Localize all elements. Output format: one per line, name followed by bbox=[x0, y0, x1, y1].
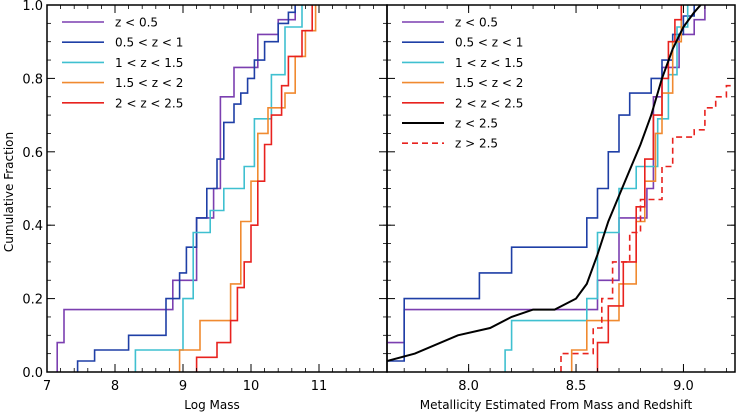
right-legend-label: 0.5 < z < 1 bbox=[455, 36, 523, 50]
left-x-tick-label: 10 bbox=[243, 379, 260, 394]
right-legend: z < 0.5 0.5 < z < 1 1 < z < 1.5 1.5 < z < 2… bbox=[402, 16, 523, 151]
right-legend-label: 1 < z < 1.5 bbox=[455, 56, 523, 70]
left-y-tick-label: 0.6 bbox=[22, 146, 43, 161]
right-series-line-1 bbox=[387, 5, 696, 362]
left-y-tick-label: 0.4 bbox=[22, 219, 43, 234]
right-series-line-5 bbox=[387, 5, 702, 362]
right-series-line-6 bbox=[560, 84, 735, 372]
left-x-tick-label: 9 bbox=[179, 379, 187, 394]
right-legend-label: z < 0.5 bbox=[455, 16, 498, 30]
right-x-tick-label: 9.0 bbox=[673, 379, 694, 394]
right-series-line-2 bbox=[504, 5, 689, 372]
left-series-line-4 bbox=[195, 5, 314, 372]
right-series-group bbox=[387, 5, 735, 372]
right-legend-label: 1.5 < z < 2 bbox=[455, 76, 523, 90]
right-plot-frame bbox=[386, 4, 736, 373]
left-legend-label: 1.5 < z < 2 bbox=[115, 76, 183, 90]
left-x-tick-label: 8 bbox=[111, 379, 119, 394]
left-series-line-2 bbox=[134, 5, 303, 372]
right-panel: 8.0 8.5 9.0 z < 0.5 0.5 < z < 1 1 < z < 1.5 1.… bbox=[386, 4, 736, 394]
left-series-line-3 bbox=[178, 5, 317, 372]
right-legend-label: z < 2.5 bbox=[455, 117, 498, 131]
left-legend: z < 0.5 0.5 < z < 1 1 < z < 1.5 1.5 < z < 2… bbox=[62, 16, 183, 110]
left-y-tick-label: 0.8 bbox=[22, 72, 43, 87]
right-legend-label: 2 < z < 2.5 bbox=[455, 96, 523, 110]
left-x-tick-label: 11 bbox=[311, 379, 328, 394]
left-legend-label: 1 < z < 1.5 bbox=[115, 56, 183, 70]
right-x-tick-label: 8.5 bbox=[566, 379, 587, 394]
left-legend-label: z < 0.5 bbox=[115, 16, 158, 30]
left-x-axis-title: Log Mass bbox=[184, 398, 239, 412]
left-x-tick-label: 7 bbox=[43, 379, 51, 394]
left-legend-label: 2 < z < 2.5 bbox=[115, 96, 183, 110]
left-y-tick-label: 0.0 bbox=[22, 366, 43, 381]
right-x-tick-label: 8.0 bbox=[458, 379, 479, 394]
right-legend-label: z > 2.5 bbox=[455, 137, 498, 151]
left-panel: 7 8 9 10 11 0.0 0.2 0.4 0.6 0.8 1.0 z < 0.5 0.5 < z … bbox=[22, 0, 388, 394]
left-series-line-1 bbox=[76, 5, 297, 372]
left-legend-label: 0.5 < z < 1 bbox=[115, 36, 183, 50]
left-y-tick-label: 1.0 bbox=[22, 0, 43, 14]
right-series-line-4 bbox=[596, 5, 683, 372]
right-series-line-0 bbox=[387, 5, 706, 344]
left-y-tick-label: 0.2 bbox=[22, 293, 43, 308]
y-axis-title: Cumulative Fraction bbox=[2, 132, 16, 252]
left-series-group bbox=[56, 5, 317, 372]
right-x-axis-title: Metallicity Estimated From Mass and Reds… bbox=[420, 398, 693, 412]
